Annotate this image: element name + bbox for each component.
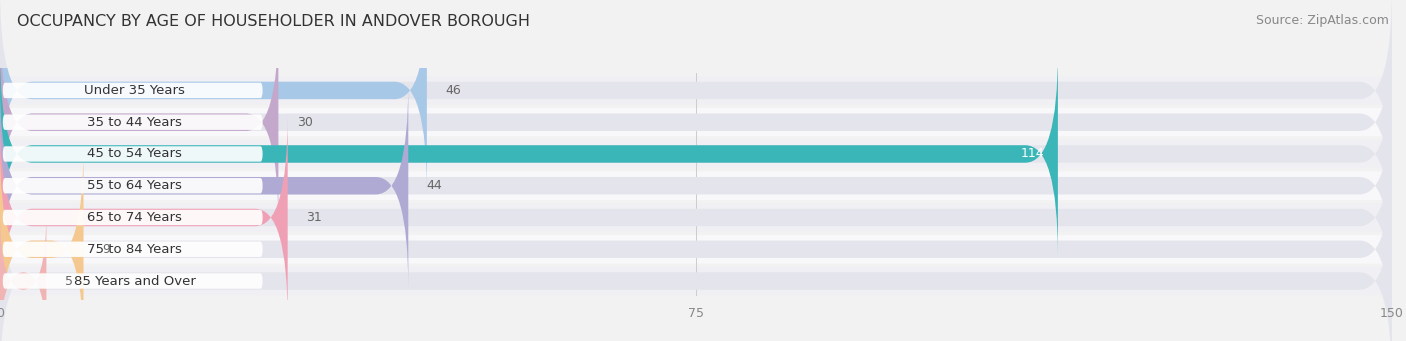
FancyBboxPatch shape bbox=[0, 140, 1392, 168]
FancyBboxPatch shape bbox=[3, 83, 263, 98]
FancyBboxPatch shape bbox=[0, 267, 1392, 295]
Text: 75 to 84 Years: 75 to 84 Years bbox=[87, 243, 181, 256]
FancyBboxPatch shape bbox=[0, 0, 1392, 193]
Text: 55 to 64 Years: 55 to 64 Years bbox=[87, 179, 181, 192]
FancyBboxPatch shape bbox=[0, 76, 1392, 105]
Text: Source: ZipAtlas.com: Source: ZipAtlas.com bbox=[1256, 14, 1389, 27]
FancyBboxPatch shape bbox=[0, 83, 408, 288]
Text: 44: 44 bbox=[427, 179, 443, 192]
FancyBboxPatch shape bbox=[0, 20, 278, 225]
FancyBboxPatch shape bbox=[0, 51, 1392, 256]
Text: 31: 31 bbox=[307, 211, 322, 224]
Text: Under 35 Years: Under 35 Years bbox=[84, 84, 186, 97]
Text: 114: 114 bbox=[1021, 147, 1043, 161]
FancyBboxPatch shape bbox=[0, 235, 1392, 264]
FancyBboxPatch shape bbox=[0, 20, 1392, 225]
FancyBboxPatch shape bbox=[0, 210, 46, 341]
Text: 65 to 74 Years: 65 to 74 Years bbox=[87, 211, 181, 224]
FancyBboxPatch shape bbox=[3, 241, 263, 257]
FancyBboxPatch shape bbox=[0, 115, 288, 320]
FancyBboxPatch shape bbox=[3, 146, 263, 162]
Text: 35 to 44 Years: 35 to 44 Years bbox=[87, 116, 181, 129]
FancyBboxPatch shape bbox=[0, 115, 1392, 320]
Text: 46: 46 bbox=[446, 84, 461, 97]
FancyBboxPatch shape bbox=[0, 203, 1392, 232]
Text: 5: 5 bbox=[65, 275, 73, 287]
FancyBboxPatch shape bbox=[0, 108, 1392, 136]
FancyBboxPatch shape bbox=[3, 273, 263, 289]
Text: OCCUPANCY BY AGE OF HOUSEHOLDER IN ANDOVER BOROUGH: OCCUPANCY BY AGE OF HOUSEHOLDER IN ANDOV… bbox=[17, 14, 530, 29]
FancyBboxPatch shape bbox=[0, 172, 1392, 200]
FancyBboxPatch shape bbox=[3, 178, 263, 193]
FancyBboxPatch shape bbox=[0, 0, 427, 193]
Text: 45 to 54 Years: 45 to 54 Years bbox=[87, 147, 181, 161]
Text: 85 Years and Over: 85 Years and Over bbox=[73, 275, 195, 287]
Text: 9: 9 bbox=[103, 243, 110, 256]
FancyBboxPatch shape bbox=[3, 210, 263, 225]
FancyBboxPatch shape bbox=[3, 115, 263, 130]
Text: 30: 30 bbox=[297, 116, 312, 129]
FancyBboxPatch shape bbox=[0, 147, 1392, 341]
FancyBboxPatch shape bbox=[0, 147, 83, 341]
FancyBboxPatch shape bbox=[0, 83, 1392, 288]
FancyBboxPatch shape bbox=[0, 51, 1057, 256]
FancyBboxPatch shape bbox=[0, 179, 1392, 341]
